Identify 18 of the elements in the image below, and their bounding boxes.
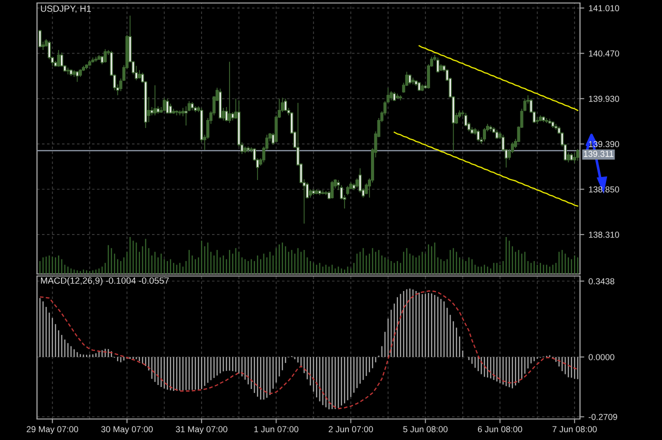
y-tick-label: 138.310 — [588, 232, 620, 238]
ref-line-label: 139.311 — [584, 150, 614, 157]
y-tick-label: 0.0000 — [588, 354, 614, 360]
x-tick-label: 1 Jun 07:00 — [254, 426, 298, 432]
x-tick-label: 5 Jun 08:00 — [403, 426, 448, 432]
x-tick-label: 2 Jun 07:00 — [328, 426, 373, 432]
y-tick-label: 139.930 — [588, 96, 620, 102]
x-tick-label: 7 Jun 08:00 — [552, 426, 597, 432]
y-tick-label: 140.470 — [588, 50, 620, 57]
x-tick-label: 6 Jun 08:00 — [478, 426, 522, 432]
x-tick-label: 31 May 07:00 — [176, 426, 228, 434]
y-tick-label: 141.010 — [588, 5, 620, 12]
x-tick-label: 30 May 07:00 — [101, 426, 153, 434]
x-tick-label: 29 May 07:00 — [26, 426, 78, 434]
y-tick-label: 0.3438 — [588, 278, 614, 284]
chart-title: USDJPY, H1 — [40, 5, 91, 13]
chart-title: MACD(12,26,9) -0.1004 -0.0557 — [41, 277, 169, 286]
y-tick-label: -0.2709 — [588, 414, 618, 420]
